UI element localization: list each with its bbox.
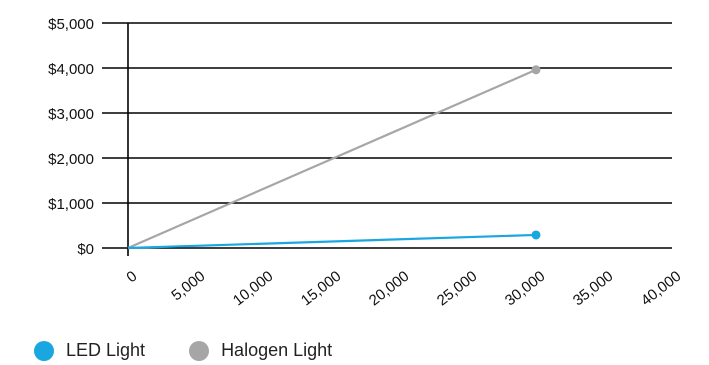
x-tick-label: 30,000 <box>502 268 549 310</box>
y-tick-label: $5,000 <box>48 16 94 33</box>
x-tick-label: 35,000 <box>570 268 617 310</box>
x-tick-label: 10,000 <box>230 268 277 310</box>
x-tick-label: 20,000 <box>366 268 413 310</box>
led-light-end-point <box>531 230 541 240</box>
y-tick-label: $4,000 <box>48 61 94 78</box>
x-tick-label: 0 <box>123 268 140 287</box>
y-tick-labels: $0 $1,000 $2,000 $3,000 $4,000 $5,000 <box>48 16 94 258</box>
led-light-series-line <box>127 233 537 250</box>
y-tick-label: $0 <box>77 241 94 258</box>
legend-item-led: LED Light <box>34 340 145 361</box>
series-layer <box>127 65 541 250</box>
legend-item-halogen: Halogen Light <box>189 340 332 361</box>
x-tick-label: 15,000 <box>298 268 345 310</box>
y-tick-label: $1,000 <box>48 196 94 213</box>
x-tick-labels: 0 5,000 10,000 15,000 20,000 25,000 30,000 35,0… <box>123 268 684 310</box>
halogen-swatch-icon <box>189 340 210 361</box>
line-chart: $0 $1,000 $2,000 $3,000 $4,000 $5,000 0 5,000 1… <box>48 16 684 310</box>
y-tick-label: $2,000 <box>48 151 94 168</box>
y-tick-label: $3,000 <box>48 106 94 123</box>
gridlines <box>102 22 672 249</box>
legend: LED Light Halogen Light <box>34 340 376 361</box>
led-swatch-icon <box>34 340 54 361</box>
x-tick-label: 5,000 <box>168 268 208 305</box>
x-tick-label: 40,000 <box>638 268 685 310</box>
legend-label-halogen: Halogen Light <box>221 340 333 360</box>
legend-label-led: LED Light <box>66 340 146 360</box>
halogen-light-series-line <box>127 68 537 250</box>
halogen-light-end-point <box>531 65 541 75</box>
x-tick-label: 25,000 <box>434 268 481 310</box>
